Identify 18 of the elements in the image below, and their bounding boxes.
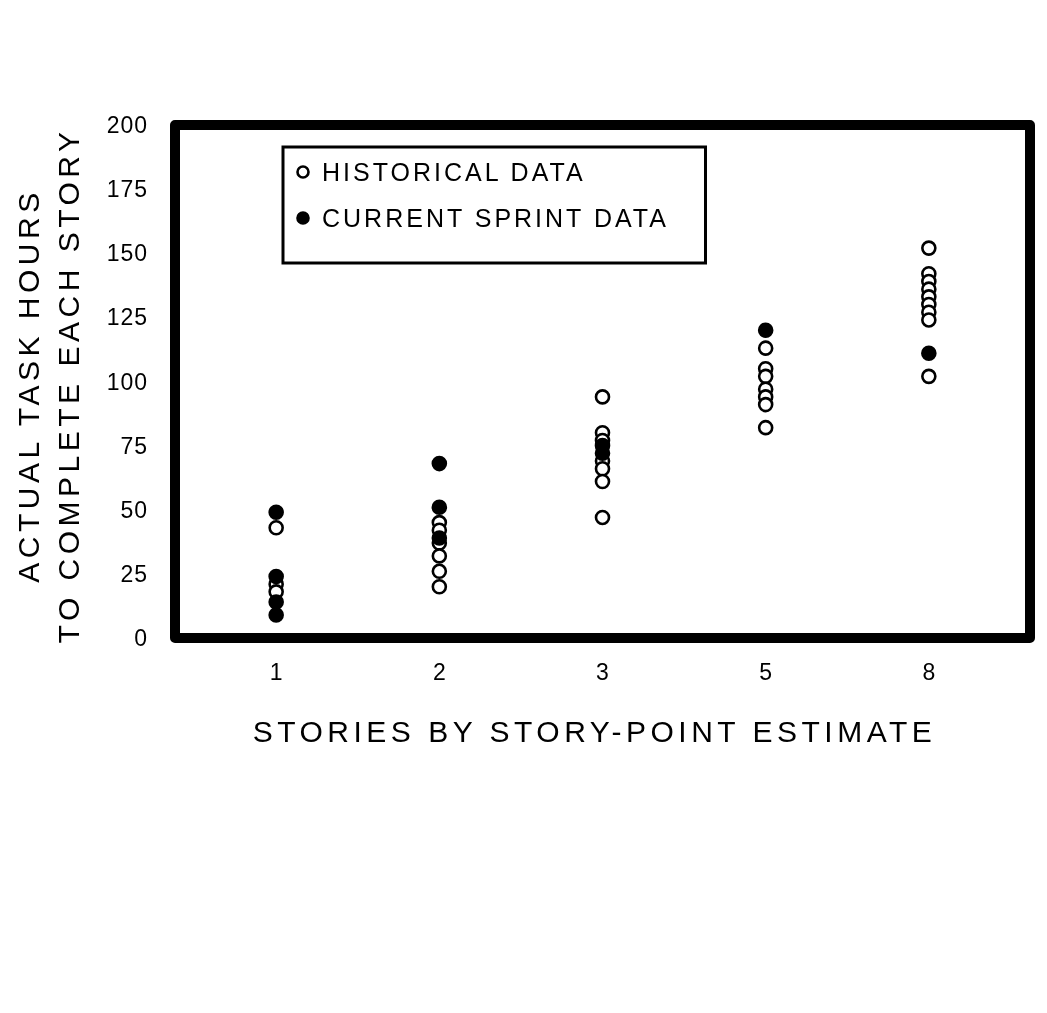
legend-label: HISTORICAL DATA bbox=[322, 158, 586, 186]
y-tick-label: 150 bbox=[106, 240, 148, 267]
y-tick-label: 0 bbox=[134, 625, 148, 651]
x-tick-label: 1 bbox=[269, 659, 283, 685]
y-tick-label: 175 bbox=[106, 176, 148, 203]
y-tick-label: 25 bbox=[120, 560, 148, 587]
x-tick-label: 8 bbox=[922, 659, 936, 685]
x-tick-label: 2 bbox=[432, 659, 446, 685]
y-tick-label: 200 bbox=[106, 112, 148, 138]
legend-label: CURRENT SPRINT DATA bbox=[322, 204, 669, 232]
y-tick-label: 50 bbox=[120, 496, 148, 523]
y-tick-label: 100 bbox=[106, 368, 148, 395]
x-axis-title: STORIES BY STORY-POINT ESTIMATE bbox=[252, 714, 937, 748]
y-axis-title: ACTUAL TASK HOURS TO COMPLETE EACH STORY bbox=[11, 127, 85, 644]
x-tick-label: 3 bbox=[596, 659, 609, 685]
y-tick-label: 125 bbox=[106, 304, 148, 331]
x-tick-label: 5 bbox=[759, 659, 773, 685]
y-tick-label: 75 bbox=[120, 432, 148, 459]
